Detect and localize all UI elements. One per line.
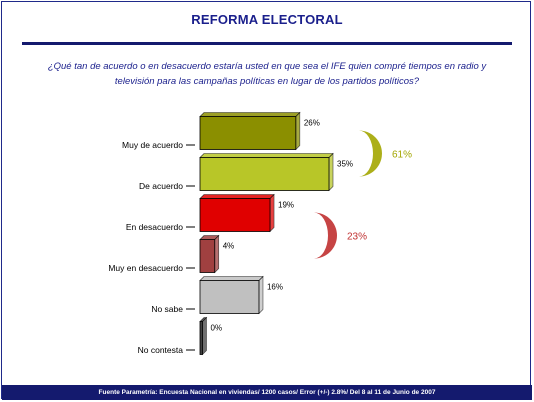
bar-muy-de-acuerdo (199, 116, 297, 150)
bar-top-de-acuerdo (199, 153, 334, 158)
value-label-de-acuerdo: 35% (337, 160, 353, 169)
value-label-no-sabe: 16% (267, 283, 283, 292)
survey-question: ¿Qué tan de acuerdo o en desacuerdo esta… (47, 61, 487, 87)
bar-side-no-contesta (202, 316, 207, 356)
bar-muy-en-desacuerdo (199, 239, 216, 273)
bar-top-no-sabe (199, 276, 264, 281)
category-label-en-desacuerdo: En desacuerdo (126, 222, 183, 232)
group-total-23-: 23% (347, 232, 367, 243)
value-label-muy-en-desacuerdo: 4% (223, 242, 235, 251)
group-bracket-23- (314, 212, 337, 259)
category-label-muy-en-desacuerdo: Muy en desacuerdo (108, 263, 183, 273)
bar-side-muy-de-acuerdo (295, 111, 301, 151)
category-label-de-acuerdo: De acuerdo (139, 181, 183, 191)
group-total-61-: 61% (392, 150, 412, 161)
bar-en-desacuerdo (199, 198, 271, 232)
bar-side-no-sabe (258, 275, 264, 315)
bar-no-contesta (199, 321, 203, 355)
bar-no-sabe (199, 280, 260, 314)
bar-top-muy-de-acuerdo (199, 112, 301, 117)
source-footer: Fuente Parametría: Encuesta Nacional en … (2, 385, 532, 400)
value-label-en-desacuerdo: 19% (278, 201, 294, 210)
bar-side-de-acuerdo (328, 152, 334, 192)
category-label-no-sabe: No sabe (151, 304, 183, 314)
value-label-muy-de-acuerdo: 26% (304, 119, 320, 128)
value-label-no-contesta: 0% (211, 324, 223, 333)
page-title: REFORMA ELECTORAL (191, 12, 343, 27)
bar-top-en-desacuerdo (199, 194, 275, 199)
bar-side-muy-en-desacuerdo (214, 234, 220, 274)
category-label-muy-de-acuerdo: Muy de acuerdo (122, 140, 183, 150)
category-label-no-contesta: No contesta (138, 345, 184, 355)
bar-side-en-desacuerdo (269, 193, 275, 233)
title-divider (22, 42, 512, 45)
bar-de-acuerdo (199, 157, 330, 191)
group-bracket-61- (359, 130, 382, 177)
